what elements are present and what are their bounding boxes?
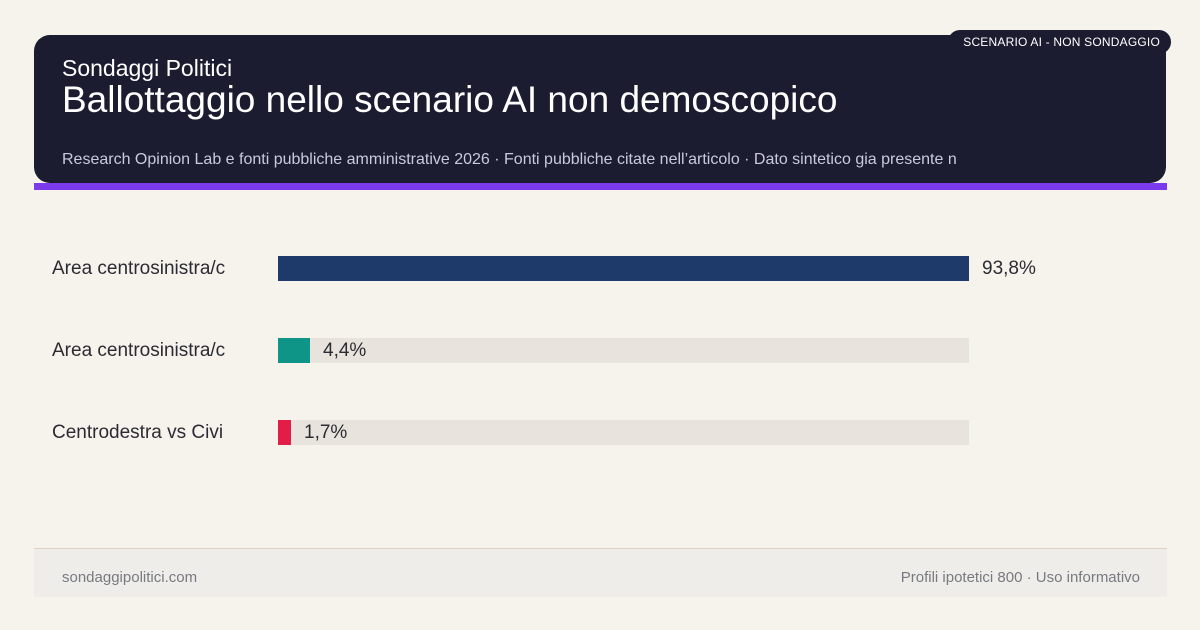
footer: sondaggipolitici.com Profili ipotetici 8… [34,549,1167,597]
value-label: 93,8% [982,258,1036,279]
footer-note: Profili ipotetici 800 · Uso informativo [900,569,1140,586]
category-label: Area centrosinistra/c [52,340,226,361]
brand-name: Sondaggi Politici [62,55,233,81]
bar-track [278,338,969,363]
accent-bar [34,183,1167,190]
value-label: 1,7% [304,422,348,443]
page-subtitle: Research Opinion Lab e fonti pubbliche a… [62,151,957,168]
scenario-badge: SCENARIO AI - NON SONDAGGIO [948,30,1171,54]
bar [278,420,291,445]
category-label: Area centrosinistra/c [52,258,226,279]
bar-track [278,420,969,445]
bar [278,256,969,281]
bar-chart: Area centrosinistra/c 93,8% Area centrosin… [0,230,1200,490]
footer-divider [34,548,1167,549]
page-title: Ballottaggio nello scenario AI non demos… [62,79,838,120]
value-label: 4,4% [323,340,367,361]
footer-site: sondaggipolitici.com [62,569,198,586]
bar [278,338,310,363]
header-panel [34,35,1166,183]
category-label: Centrodestra vs Civi [52,422,224,443]
